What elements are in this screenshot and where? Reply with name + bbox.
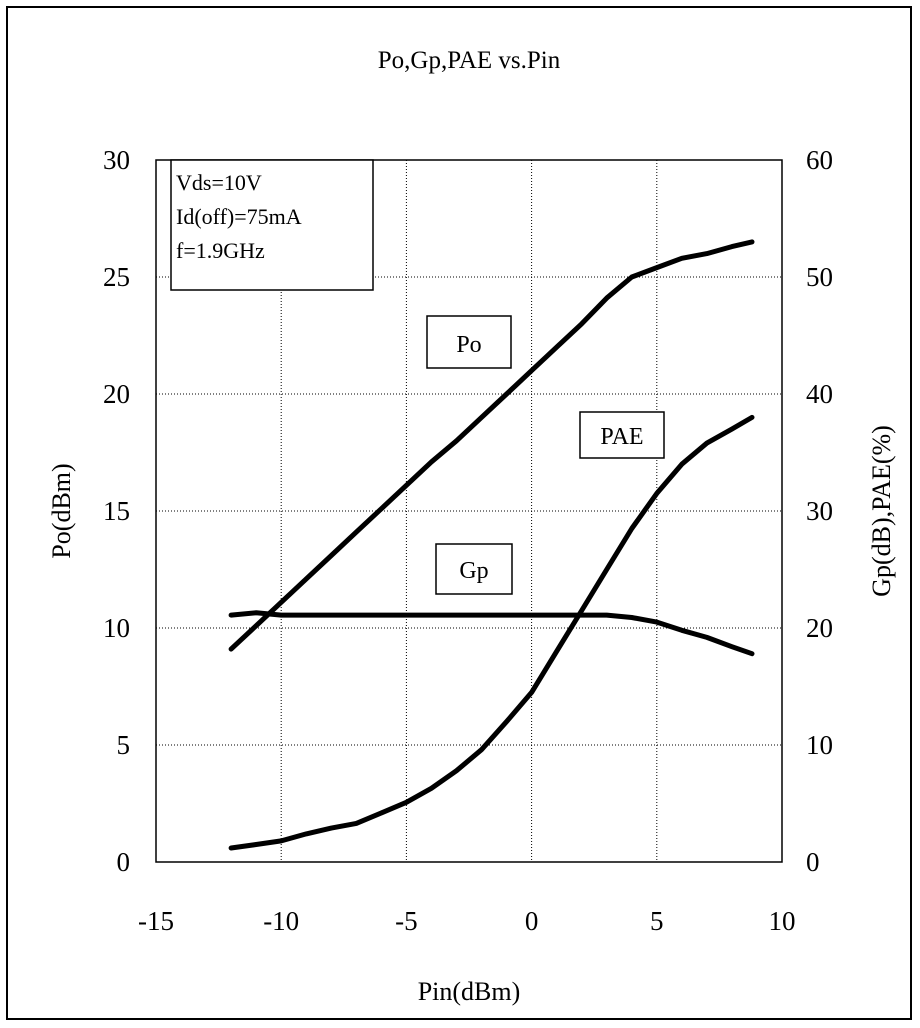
plot-area [155,159,783,863]
condition-id-off: Id(off)=75mA [176,204,302,229]
condition-freq: f=1.9GHz [176,238,265,263]
label-po: Po [426,315,512,369]
y-axis-label-left: Po(dBm) [47,463,76,558]
series-line-gp [228,610,755,657]
label-pae-box [579,411,665,459]
y-tick-label-right: 50 [806,262,833,292]
label-gp-text: Gp [459,558,488,584]
y-tick-label-left: 0 [117,847,131,877]
x-axis-label: Pin(dBm) [418,977,521,1006]
x-tick-label: 5 [650,906,664,936]
y-tick-label-right: 20 [806,613,833,643]
label-pae-text: PAE [600,424,643,450]
series-layer [228,239,755,851]
series-line-pae [228,414,755,851]
chart-title: Po,Gp,PAE vs.Pin [378,47,561,74]
label-gp-box [435,543,513,595]
condition-vds: Vds=10V [176,170,262,195]
conditions-box: Vds=10V Id(off)=75mA f=1.9GHz [170,159,374,291]
y-tick-label-left: 10 [103,613,130,643]
y-axis-label-right: Gp(dB),PAE(%) [867,425,896,597]
y-tick-label-left: 25 [103,262,130,292]
y-tick-label-right: 30 [806,496,833,526]
conditions-box-border [170,159,374,291]
y-tick-label-left: 5 [117,730,131,760]
label-po-text: Po [456,332,481,358]
chart-frame [6,6,912,1020]
y-tick-label-left: 15 [103,496,130,526]
series-line-po [228,239,755,652]
y-tick-label-left: 20 [103,379,130,409]
x-tick-label: -15 [138,906,174,936]
y-tick-label-right: 0 [806,847,820,877]
y-tick-label-left: 30 [103,145,130,175]
label-pae: PAE [579,411,665,459]
label-gp: Gp [435,543,513,595]
x-tick-label: 10 [769,906,796,936]
x-tick-label: -10 [263,906,299,936]
x-tick-label: 0 [525,906,539,936]
tick-layer: -15 -10 -5 0 5 10 0 5 10 15 20 25 30 0 10 20 30 40 50 60 [103,145,833,936]
y-tick-label-right: 60 [806,145,833,175]
y-tick-label-right: 10 [806,730,833,760]
label-po-box [426,315,512,369]
y-tick-label-right: 40 [806,379,833,409]
x-tick-label: -5 [395,906,418,936]
